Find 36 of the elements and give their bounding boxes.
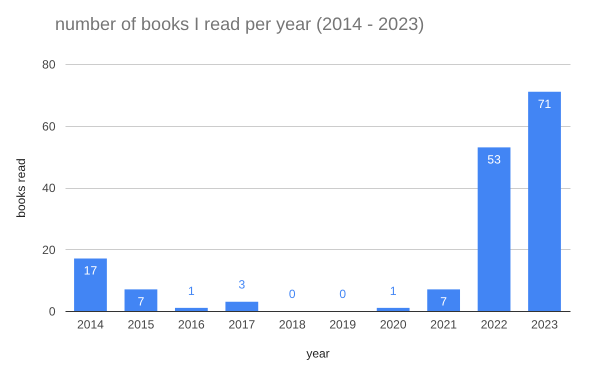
data-label: 7 (138, 294, 145, 308)
chart-title: number of books I read per year (2014 - 2023) (55, 14, 424, 34)
y-tick-label: 60 (42, 119, 56, 134)
data-label: 3 (238, 278, 246, 292)
x-tick-label: 2015 (128, 318, 155, 332)
y-tick-label: 80 (42, 58, 56, 72)
x-tick-label: 2014 (77, 318, 104, 332)
y-tick-label: 0 (48, 304, 56, 318)
data-label: 1 (390, 284, 397, 298)
x-tick-label: 2016 (178, 318, 206, 332)
x-tick-label: 2017 (228, 318, 256, 332)
bar (427, 289, 460, 311)
y-tick-label: 40 (42, 181, 56, 195)
data-label: 71 (538, 96, 552, 111)
bar (74, 258, 107, 311)
x-axis-title: year (306, 346, 330, 360)
x-tick-label: 2023 (531, 318, 558, 332)
data-label: 0 (339, 287, 346, 301)
y-tick-label: 20 (42, 242, 56, 257)
x-tick-label: 2021 (430, 318, 458, 332)
bar (376, 308, 410, 311)
data-label: 17 (84, 264, 98, 278)
data-label: 1 (188, 284, 196, 298)
bar (528, 92, 561, 311)
data-label: 7 (440, 294, 448, 308)
bar (225, 302, 258, 311)
bar (124, 289, 158, 311)
x-tick-label: 2020 (380, 318, 407, 332)
data-label: 53 (487, 152, 502, 166)
data-label: 0 (288, 287, 296, 301)
bar (174, 308, 208, 311)
x-tick-label: 2022 (480, 318, 508, 332)
x-tick-label: 2018 (278, 318, 306, 332)
bar (478, 147, 510, 311)
y-axis-title: books read (14, 158, 28, 218)
x-tick-label: 2019 (329, 318, 356, 332)
